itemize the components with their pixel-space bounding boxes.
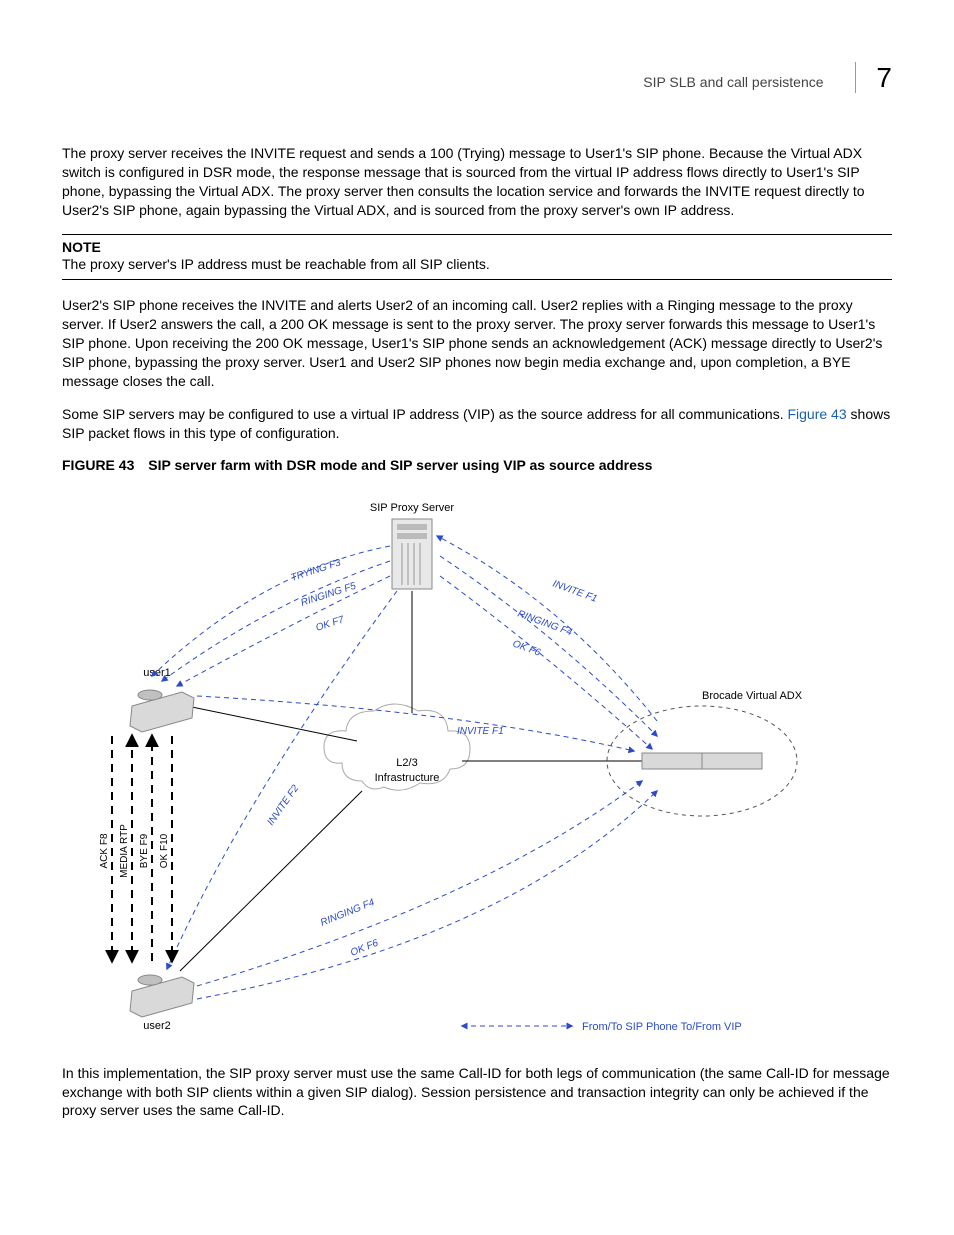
page-header: SIP SLB and call persistence 7 — [62, 62, 892, 94]
flow-ok-f7 — [177, 576, 390, 686]
lbl-ok-f7: OK F7 — [315, 614, 346, 634]
lbl-media-rtp: MEDIA RTP — [119, 824, 130, 878]
cloud-line1: L2/3 — [396, 757, 417, 769]
user2-label: user2 — [143, 1020, 171, 1032]
figure-caption: FIGURE 43 SIP server farm with DSR mode … — [62, 457, 892, 473]
lbl-bye-f9: BYE F9 — [139, 833, 150, 868]
note-block: NOTE The proxy server's IP address must … — [62, 234, 892, 281]
proxy-label: SIP Proxy Server — [370, 502, 454, 514]
header-section: SIP SLB and call persistence — [643, 74, 823, 90]
lbl-ack-f8: ACK F8 — [99, 833, 110, 868]
lbl-trying-f3: TRYING F3 — [290, 557, 343, 584]
figure-number: FIGURE 43 — [62, 457, 134, 473]
lbl-ringing-f4-b: RINGING F4 — [319, 897, 377, 929]
lbl-ok-f10: OK F10 — [159, 833, 170, 868]
paragraph-1: The proxy server receives the INVITE req… — [62, 144, 892, 220]
note-title: NOTE — [62, 239, 892, 255]
diagram-svg: SIP Proxy Server L2/3 Infrastructure use… — [62, 481, 802, 1041]
lbl-invite-f1-r: INVITE F1 — [551, 578, 599, 604]
flow-trying-f3 — [152, 546, 390, 676]
figure-reference-link[interactable]: Figure 43 — [787, 406, 846, 422]
proxy-server-icon — [392, 519, 432, 589]
lbl-invite-f1-m: INVITE F1 — [457, 726, 504, 737]
paragraph-2: User2's SIP phone receives the INVITE an… — [62, 296, 892, 390]
adx-label: Brocade Virtual ADX — [702, 690, 802, 702]
legend-text: From/To SIP Phone To/From VIP — [582, 1021, 742, 1033]
flow-ok-f6-r — [440, 576, 652, 749]
cloud-line2: Infrastructure — [375, 772, 440, 784]
paragraph-3: Some SIP servers may be configured to us… — [62, 405, 892, 443]
lbl-ok-f6-b: OK F6 — [349, 937, 380, 958]
page: SIP SLB and call persistence 7 The proxy… — [0, 0, 954, 1235]
flow-ringing-f4-r — [440, 556, 657, 736]
cloud-icon: L2/3 Infrastructure — [324, 704, 470, 790]
lbl-invite-f2: INVITE F2 — [265, 783, 301, 828]
lbl-ok-f6-r: OK F6 — [511, 638, 542, 658]
phone2-icon — [130, 975, 194, 1017]
chapter-number: 7 — [855, 62, 892, 93]
note-text: The proxy server's IP address must be re… — [62, 255, 892, 274]
para3-a: Some SIP servers may be configured to us… — [62, 406, 787, 422]
flow-ringing-f5 — [162, 561, 390, 681]
paragraph-4: In this implementation, the SIP proxy se… — [62, 1064, 892, 1121]
figure-title: SIP server farm with DSR mode and SIP se… — [148, 457, 652, 473]
flow-ringing-f4-b — [197, 781, 642, 986]
phone1-icon — [130, 690, 194, 732]
diagram: SIP Proxy Server L2/3 Infrastructure use… — [62, 481, 892, 1046]
